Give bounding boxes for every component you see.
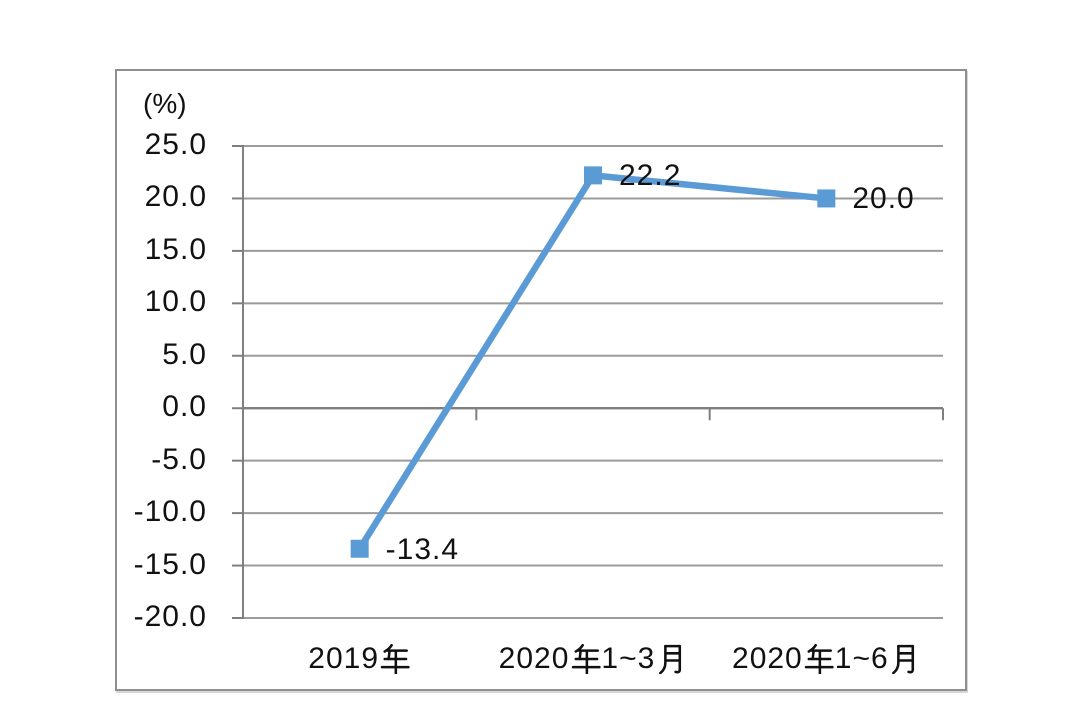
- data-point-marker: [350, 539, 369, 558]
- data-point-marker: [584, 166, 602, 185]
- chart-frame: [115, 69, 967, 691]
- data-point-marker: [817, 189, 836, 208]
- series-line: [356, 171, 827, 551]
